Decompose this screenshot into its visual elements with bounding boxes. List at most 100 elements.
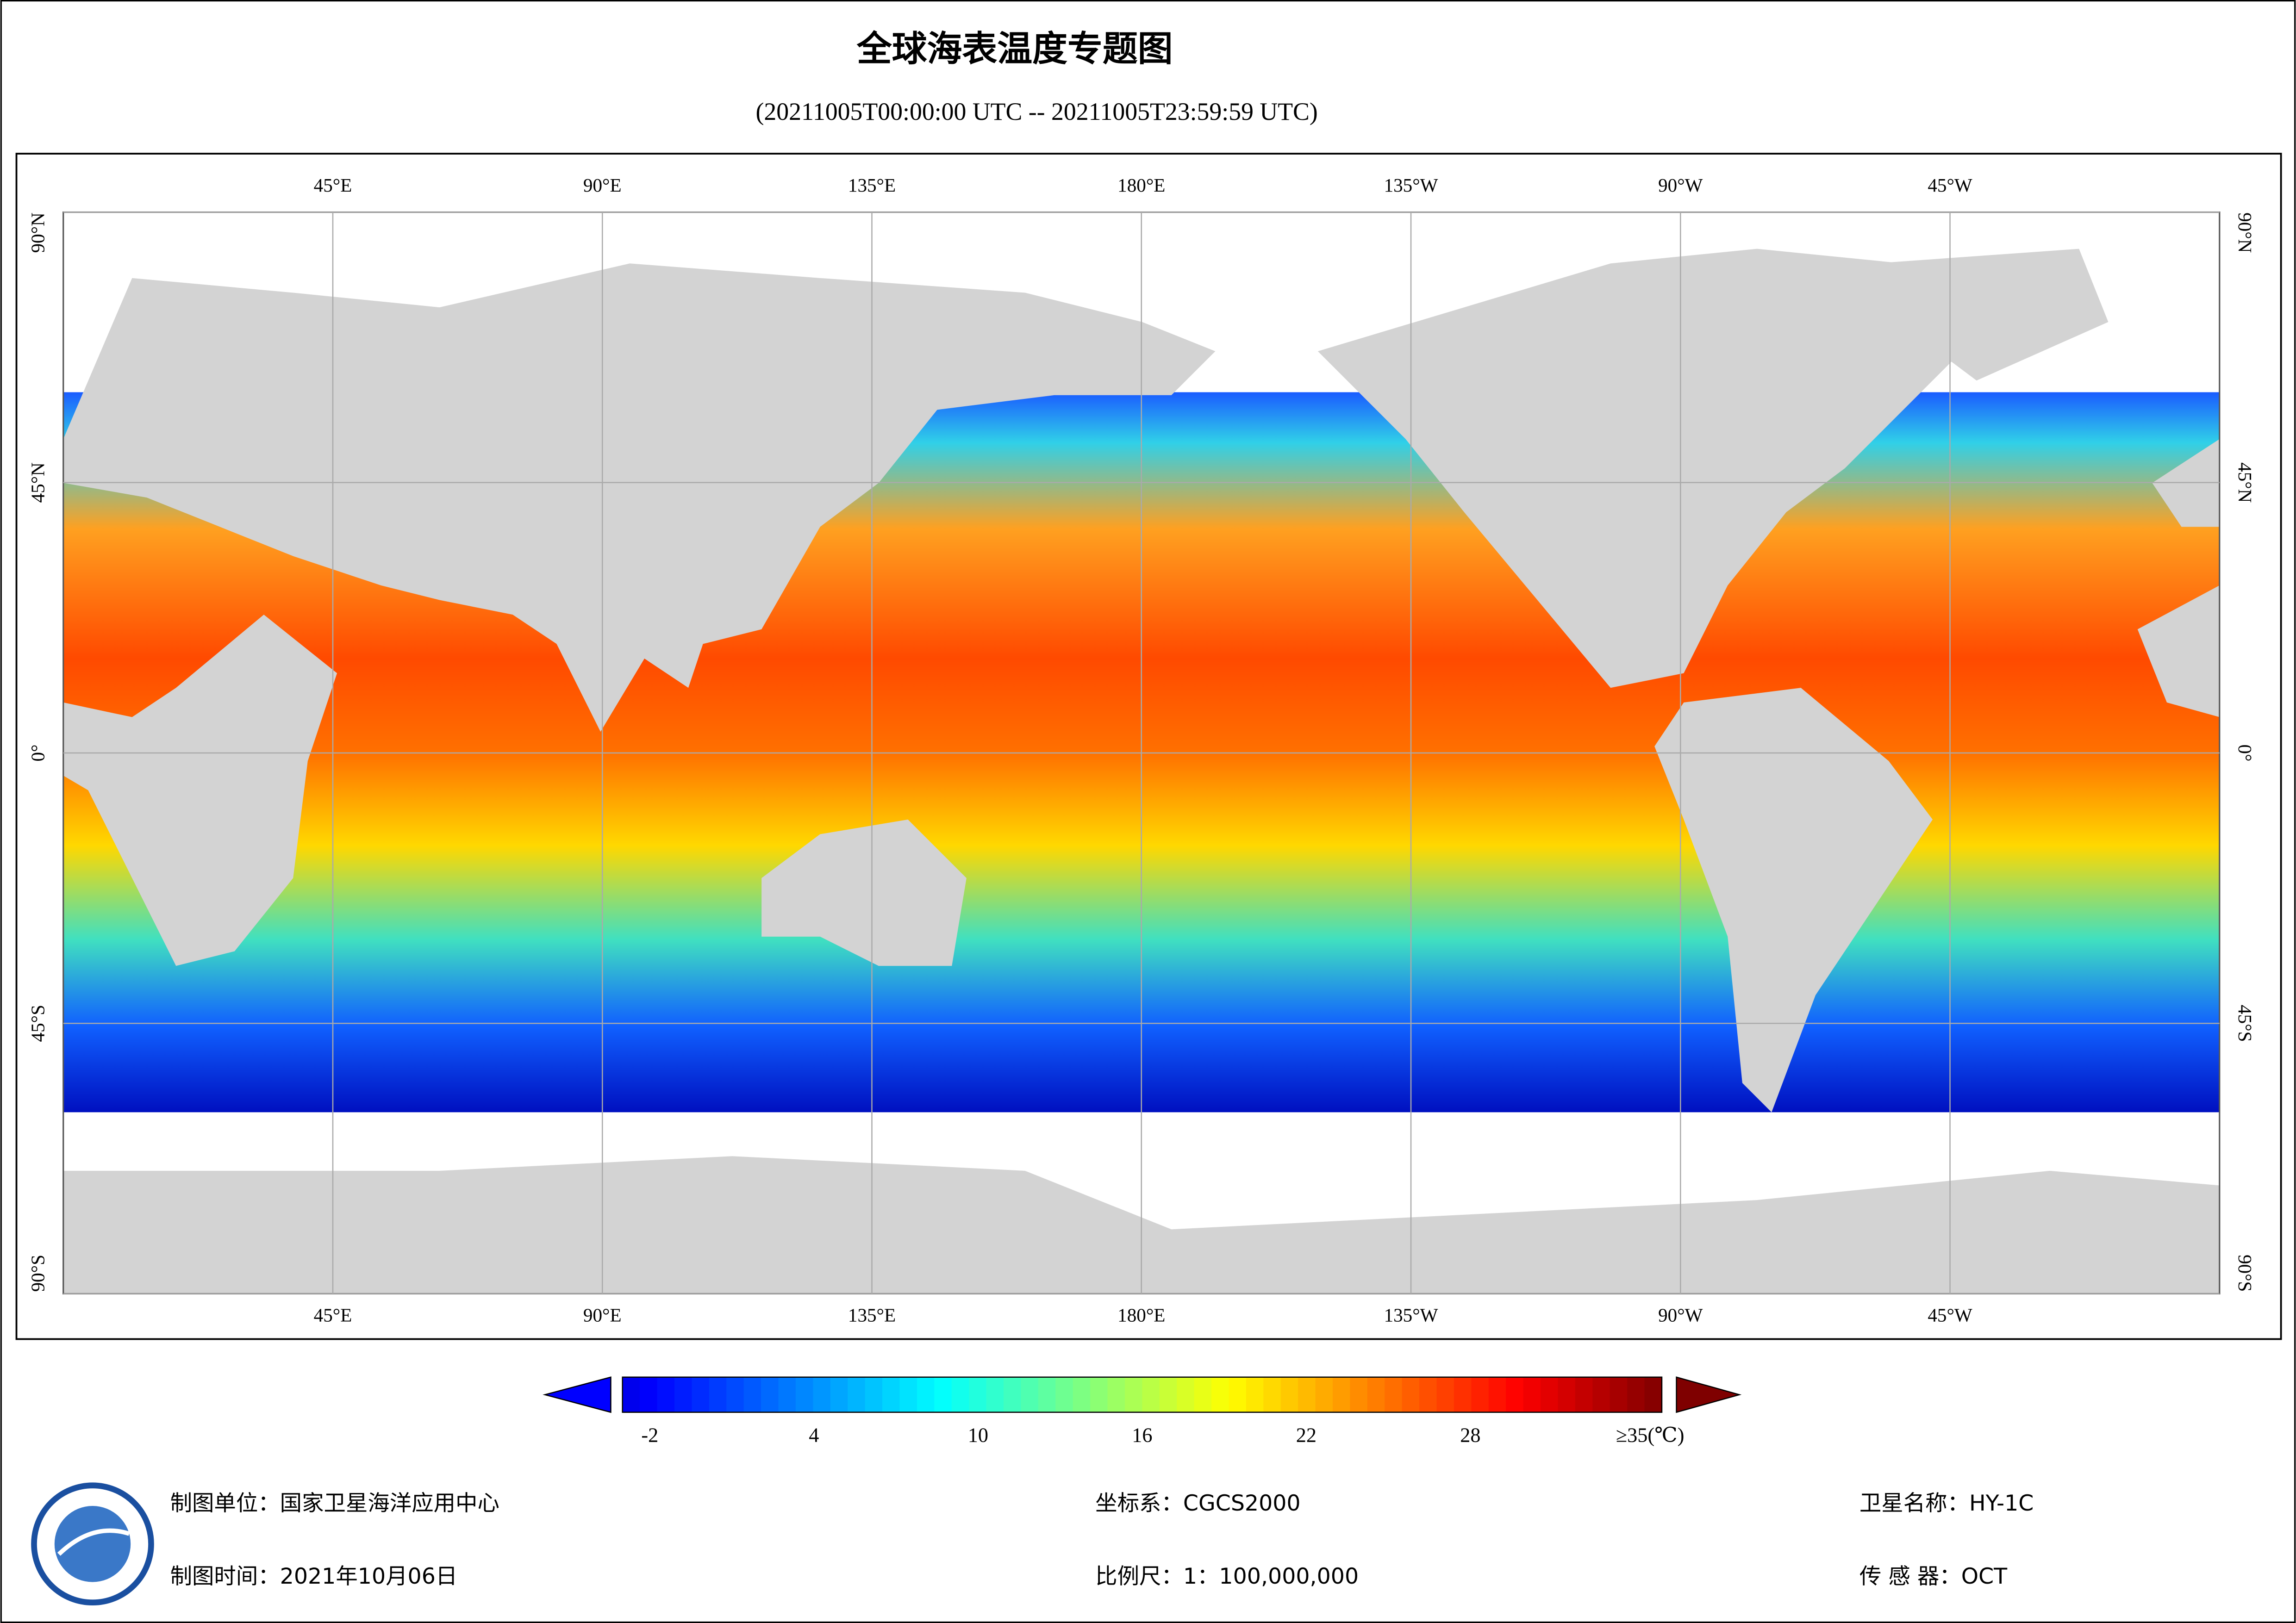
colorbar-swatch (1541, 1377, 1559, 1412)
logo-globe (54, 1506, 131, 1582)
footer-unit: 制图单位：国家卫星海洋应用中心 (170, 1491, 499, 1516)
colorbar-tick-label: 28 (1460, 1424, 1480, 1447)
colorbar-swatch (951, 1377, 970, 1412)
colorbar-swatch (674, 1377, 693, 1412)
x-tick-label: 135°E (848, 1305, 896, 1326)
x-tick-label: 90°W (1658, 174, 1703, 196)
colorbar-swatch (1177, 1377, 1195, 1412)
colorbar-swatch (1332, 1377, 1351, 1412)
south-america (1654, 688, 1933, 1113)
footer-scale: 比例尺：1：100,000,000 (1095, 1564, 1359, 1589)
colorbar-swatch (1558, 1377, 1576, 1412)
colorbar-swatch (709, 1377, 727, 1412)
colorbar-swatch (1124, 1377, 1143, 1412)
colorbar-swatch (1298, 1377, 1316, 1412)
colorbar-swatch (1367, 1377, 1385, 1412)
west-africa (2137, 585, 2220, 717)
colorbar-swatch (1402, 1377, 1420, 1412)
x-tick-label: 135°W (1384, 174, 1438, 196)
y-tick-label: 0° (2234, 745, 2256, 762)
colorbar-swatch (692, 1377, 710, 1412)
y-tick-label: 90°N (27, 212, 49, 253)
y-tick-label: 45°N (27, 462, 49, 503)
colorbar-swatch (726, 1377, 744, 1412)
colorbar-swatch (882, 1377, 900, 1412)
x-tick-label: 45°W (1928, 174, 1972, 196)
colorbar-swatch (1003, 1377, 1022, 1412)
colorbar-swatch (1246, 1377, 1264, 1412)
title: 全球海表温度专题图 (856, 29, 1173, 69)
footer-sensor: 传 感 器：OCT (1859, 1564, 2008, 1589)
y-tick-label: 0° (27, 745, 49, 762)
x-tick-label: 45°E (314, 1305, 352, 1326)
colorbar-swatch (778, 1377, 796, 1412)
colorbar-swatch (1211, 1377, 1229, 1412)
colorbar-swatch (1263, 1377, 1281, 1412)
logo (31, 1482, 154, 1606)
colorbar-swatch (1610, 1377, 1628, 1412)
subtitle: (20211005T00:00:00 UTC -- 20211005T23:59… (756, 98, 1318, 125)
colorbar-swatch (1385, 1377, 1403, 1412)
eurasia (63, 263, 1216, 732)
colorbar-swatch (1280, 1377, 1299, 1412)
colorbar-swatch (1419, 1377, 1437, 1412)
colorbar-swatch (1159, 1377, 1178, 1412)
colorbar-high-arrow (1676, 1376, 1742, 1413)
colorbar-swatch (761, 1377, 779, 1412)
colorbar-swatch (1350, 1377, 1368, 1412)
x-tick-label: 45°E (314, 174, 352, 196)
colorbar-tick-label: 16 (1132, 1424, 1152, 1447)
x-tick-label: 45°W (1928, 1305, 1972, 1326)
colorbar-swatch (986, 1377, 1004, 1412)
colorbar-swatch (813, 1377, 831, 1412)
x-tick-label: 90°W (1658, 1305, 1703, 1326)
colorbar-swatch (1454, 1377, 1472, 1412)
footer-time: 制图时间：2021年10月06日 (170, 1564, 458, 1589)
x-tick-label: 90°E (583, 1305, 622, 1326)
colorbar-swatch (640, 1377, 658, 1412)
north-america (1317, 249, 1977, 688)
x-tick-label: 90°E (583, 174, 622, 196)
colorbar-swatch (657, 1377, 675, 1412)
colorbar-swatch (848, 1377, 866, 1412)
colorbar-swatch (1471, 1377, 1489, 1412)
x-tick-label: 135°W (1384, 1305, 1438, 1326)
colorbar-swatch (1592, 1377, 1610, 1412)
y-tick-label: 45°S (27, 1005, 49, 1042)
colorbar-swatch (1523, 1377, 1541, 1412)
colorbar-swatch (830, 1377, 849, 1412)
australia (761, 819, 967, 966)
x-tick-label: 180°E (1117, 1305, 1165, 1326)
colorbar-swatch (1038, 1377, 1056, 1412)
x-tick-label: 180°E (1117, 174, 1165, 196)
colorbar-swatch (899, 1377, 917, 1412)
colorbar-swatch (1107, 1377, 1125, 1412)
colorbar-swatch (1229, 1377, 1247, 1412)
colorbar-swatch (795, 1377, 814, 1412)
footer-crs: 坐标系：CGCS2000 (1095, 1491, 1300, 1516)
colorbar-tick-label: -2 (641, 1424, 658, 1447)
colorbar-swatch (969, 1377, 987, 1412)
colorbar-swatch (1488, 1377, 1507, 1412)
colorbar (543, 1376, 1742, 1413)
y-tick-label: 90°N (2234, 212, 2256, 253)
africa (63, 615, 337, 966)
colorbar-swatch (1073, 1377, 1091, 1412)
colorbar-swatch (1194, 1377, 1212, 1412)
colorbar-swatch (1506, 1377, 1524, 1412)
colorbar-swatch (1627, 1377, 1645, 1412)
colorbar-swatch (1055, 1377, 1073, 1412)
colorbar-swatch (1436, 1377, 1454, 1412)
colorbar-swatch (1644, 1377, 1662, 1412)
colorbar-swatch (1575, 1377, 1593, 1412)
colorbar-swatch (1142, 1377, 1160, 1412)
colorbar-swatch (1090, 1377, 1108, 1412)
colorbar-tick-label: 22 (1296, 1424, 1316, 1447)
y-tick-label: 45°N (2234, 462, 2256, 503)
colorbar-swatch (934, 1377, 952, 1412)
map-area (62, 211, 2221, 1295)
y-tick-label: 45°S (2234, 1005, 2256, 1042)
logo-orbit (57, 1528, 130, 1556)
colorbar-tick-label: 10 (968, 1424, 988, 1447)
